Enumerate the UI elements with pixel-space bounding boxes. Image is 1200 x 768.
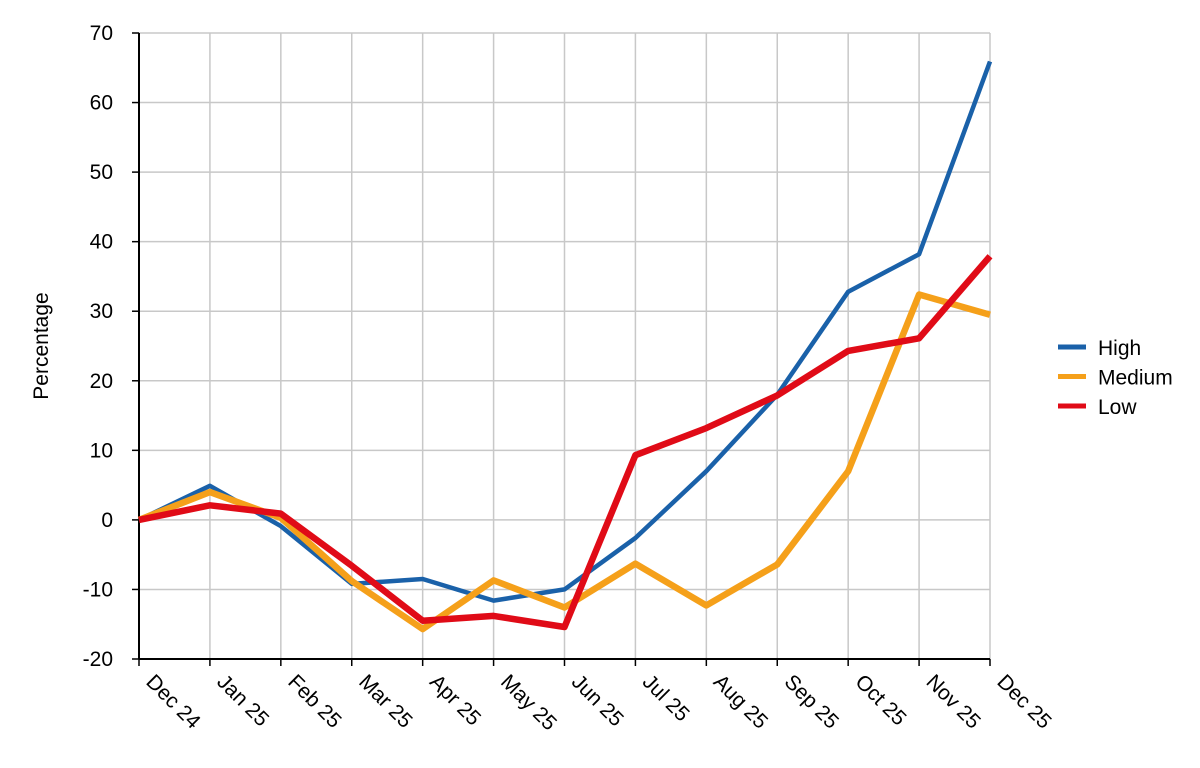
y-tick-label: 0: [101, 509, 113, 532]
x-tick-labels: Dec 24 Jan 25 Feb 25 Mar 25 Apr 25 May 25 Jun …: [141, 670, 1055, 735]
axes: [132, 32, 991, 666]
legend-label-high: High: [1098, 337, 1141, 360]
y-tick-label: 20: [90, 370, 113, 393]
x-tick-label: Oct 25: [851, 670, 911, 730]
y-tick-label: 30: [90, 300, 113, 323]
series-line-medium: [137, 291, 991, 633]
legend-label-low: Low: [1098, 396, 1137, 419]
x-tick-label: Mar 25: [354, 670, 416, 732]
y-axis-title: Percentage: [30, 292, 53, 399]
y-tick-label: 10: [90, 439, 113, 462]
x-tick-label: Jan 25: [212, 670, 273, 731]
x-tick-label: Dec 24: [141, 670, 205, 734]
y-tick-labels: 70 60 50 40 30 20 10 0 -10 -20: [83, 22, 113, 671]
y-tick-label: 60: [90, 92, 113, 115]
y-tick-label: -10: [83, 578, 113, 601]
x-tick-label: May 25: [496, 670, 561, 735]
x-tick-label: Dec 25: [992, 670, 1055, 733]
series-line-high: [138, 60, 993, 603]
grid: [139, 32, 991, 659]
legend-label-medium: Medium: [1098, 367, 1173, 390]
x-tick-label: Aug 25: [709, 670, 772, 733]
y-tick-label: -20: [83, 648, 113, 671]
y-tick-label: 50: [90, 161, 113, 184]
series-lines: [137, 60, 993, 633]
y-tick-label: 70: [90, 22, 113, 45]
series-line-low: [138, 254, 993, 631]
x-tick-label: Sep 25: [780, 670, 843, 733]
x-tick-label: Feb 25: [283, 670, 346, 733]
x-tick-label: Jul 25: [638, 670, 694, 726]
legend: High Medium Low: [1058, 337, 1173, 419]
x-tick-label: Apr 25: [425, 670, 485, 730]
x-tick-label: Jun 25: [567, 670, 628, 731]
x-tick-label: Nov 25: [922, 670, 985, 733]
y-tick-label: 40: [90, 231, 113, 254]
